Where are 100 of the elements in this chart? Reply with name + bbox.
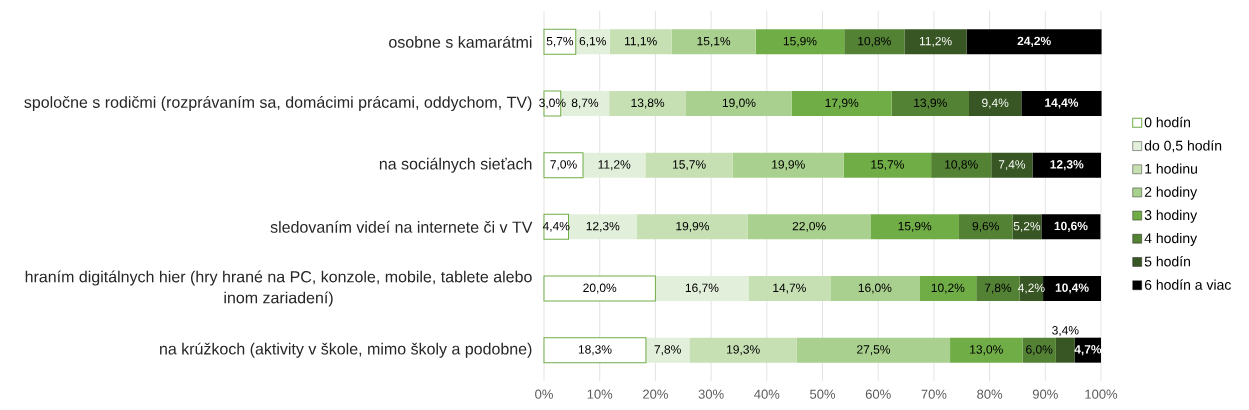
x-tick-label: 70%	[921, 389, 947, 399]
x-tick-label: 0%	[535, 389, 553, 399]
bar	[543, 337, 647, 364]
bar	[1012, 214, 1042, 240]
x-tick-label: 20%	[643, 389, 668, 399]
data-label: 3,4%	[1052, 326, 1079, 336]
legend-label: 2 hodiny	[1144, 186, 1198, 200]
bar	[976, 276, 1020, 302]
legend-label: 5 hodín	[1144, 256, 1190, 267]
x-tick-label: 100%	[1085, 389, 1118, 399]
data-label: 19,0%	[722, 98, 756, 109]
y-tick-label: spoločne s rodičmi (rozprávaním sa, domácimi prácami, oddychom, TV)	[24, 95, 532, 112]
data-label: 16,7%	[685, 283, 719, 294]
legend-label: 0 hodín	[1144, 116, 1190, 128]
data-label: 12,3%	[586, 221, 620, 232]
bar	[830, 276, 920, 302]
bar	[966, 29, 1102, 55]
bar	[991, 152, 1033, 178]
y-tick-label: na krúžkoch (aktivity v škole, mimo školy a podobne)	[160, 342, 532, 358]
bar	[843, 152, 932, 178]
data-label: 6,0%	[1026, 345, 1053, 356]
data-label: 13,0%	[970, 345, 1003, 356]
bar	[1041, 214, 1101, 240]
bar	[686, 91, 792, 117]
data-label: 7,8%	[654, 345, 681, 356]
data-label: 15,7%	[871, 160, 904, 171]
x-tick-label: 10%	[587, 389, 613, 399]
x-tick-label: 80%	[977, 389, 1003, 399]
bar	[904, 29, 967, 55]
bar	[1021, 91, 1102, 117]
data-label: 14,4%	[1045, 98, 1079, 109]
data-label: 11,1%	[624, 36, 657, 47]
bar	[931, 152, 992, 178]
data-label: 15,1%	[697, 36, 731, 47]
legend-label: do 0,5 hodín	[1144, 140, 1222, 153]
data-label: 7,0%	[550, 160, 577, 171]
bar	[969, 91, 1022, 117]
bar	[747, 214, 871, 240]
bar	[1055, 337, 1075, 363]
data-label: 5,2%	[1013, 221, 1041, 232]
data-label: 16,0%	[858, 283, 892, 294]
bar	[655, 276, 749, 302]
bar	[689, 337, 797, 363]
bar	[796, 337, 951, 363]
data-label: 13,9%	[914, 98, 947, 109]
data-label: 10,4%	[1055, 283, 1089, 294]
data-label: 7,4%	[998, 160, 1026, 171]
data-label: 15,9%	[898, 221, 932, 232]
data-label: 19,9%	[676, 221, 710, 232]
bar	[645, 152, 733, 178]
bar	[671, 29, 756, 55]
legend-label: 1 hodinu	[1145, 163, 1197, 174]
x-tick-label: 50%	[810, 389, 836, 399]
bar	[582, 152, 646, 178]
data-label: 22,0%	[792, 221, 826, 232]
x-tick-label: 30%	[698, 389, 724, 399]
data-label: 6,1%	[579, 36, 606, 47]
bar	[1043, 276, 1101, 302]
data-label: 7,8%	[984, 283, 1012, 294]
data-label: 18,3%	[578, 345, 612, 356]
bar	[543, 28, 577, 55]
data-label: 19,9%	[772, 160, 805, 171]
data-label: 4,2%	[1017, 283, 1045, 294]
y-tick-label: hraním digitálnych hier (hry hrané na PC, konzole, mobile, tablete alebo inom zariadení)	[25, 270, 532, 307]
data-label: 10,8%	[858, 36, 891, 47]
data-label: 9,4%	[982, 98, 1009, 109]
bar	[637, 214, 748, 240]
legend-label: 4 hodiny	[1144, 232, 1198, 246]
x-tick-label: 60%	[865, 389, 891, 399]
data-label: 8,7%	[571, 98, 599, 109]
data-label: 5,7%	[546, 36, 574, 47]
bar	[568, 214, 638, 240]
bar	[543, 275, 656, 302]
bar	[950, 337, 1023, 363]
bar	[748, 276, 831, 302]
data-label: 11,2%	[598, 160, 631, 171]
bar	[844, 29, 905, 55]
bar	[732, 152, 844, 178]
bar	[891, 91, 969, 117]
x-tick-label: 40%	[754, 389, 780, 399]
data-label: 10,6%	[1054, 221, 1088, 232]
data-label: 10,2%	[931, 283, 965, 294]
y-tick-label: osobne s kamarátmi	[389, 35, 532, 48]
bar	[919, 276, 977, 302]
data-label: 27,5%	[857, 345, 891, 356]
data-label: 9,6%	[972, 221, 999, 232]
bar	[575, 29, 610, 55]
data-label: 14,7%	[773, 283, 806, 294]
legend-label: 6 hodín a viac	[1144, 279, 1231, 290]
data-label: 19,3%	[727, 345, 760, 356]
bar	[1032, 152, 1101, 178]
y-tick-label: na sociálnych sieťach	[379, 157, 532, 173]
data-label: 12,3%	[1050, 160, 1084, 171]
bar	[609, 91, 687, 117]
bar	[543, 152, 584, 179]
data-label: 11,2%	[919, 36, 952, 47]
bar	[645, 337, 690, 363]
data-label: 20,0%	[583, 283, 617, 294]
bar	[609, 29, 672, 55]
data-label: 10,8%	[945, 160, 978, 171]
